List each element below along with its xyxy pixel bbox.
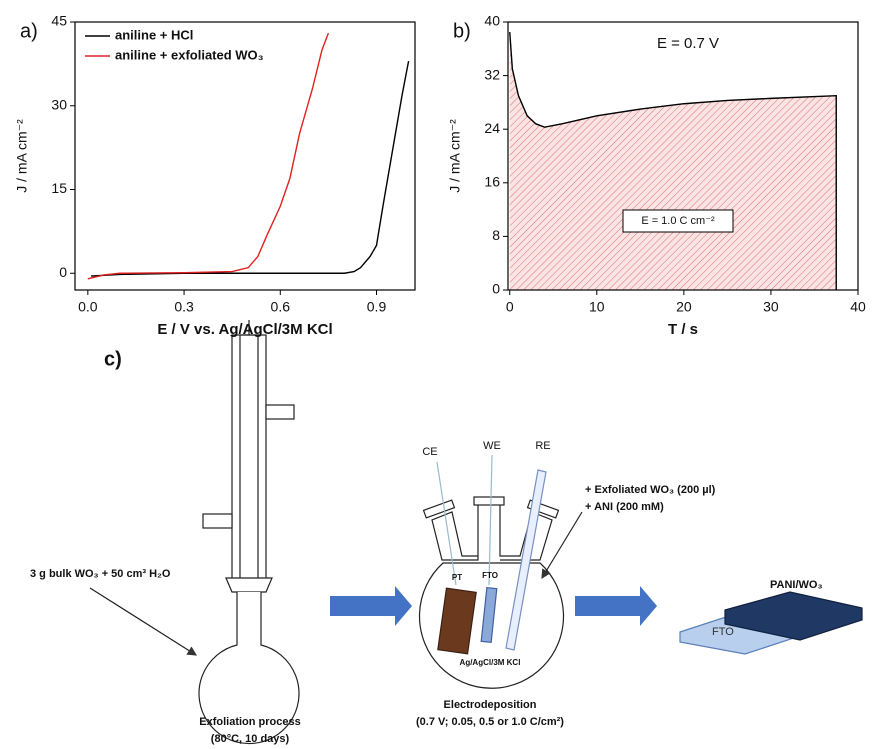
label: PT [452,573,462,582]
chart: a) 0.0 0.3 0.6 0.9 0 15 30 45 E / V vs. Ag/AgCl/3… [14,13,416,338]
panel-label: c) [104,348,122,370]
y-tick-label: 0 [492,281,500,297]
x-tick-label: 0.9 [367,299,387,315]
x-tick-label: 0.0 [78,299,98,315]
line [87,32,330,280]
label: + ANI (200 mM) [585,501,664,513]
label: 3 g bulk WO₃ + 50 cm³ H₂O [30,568,171,580]
label: + Exfoliated WO₃ (200 µl) [585,484,716,496]
label: Electrodeposition [444,699,537,711]
y-tick-label: 40 [484,13,500,29]
y-axis-label: J / mA cm⁻² [14,119,30,193]
label: FTO [712,626,734,638]
x-tick-label: 30 [763,299,779,315]
label: PANI/WO₃ [770,579,823,591]
y-tick-label: 15 [51,180,67,196]
label: FTO [482,571,498,580]
x-tick-label: 0.3 [174,299,194,315]
plot-frame [74,21,416,291]
y-tick-label: 0 [59,264,67,280]
label: (0.7 V; 0.05, 0.5 or 1.0 C/cm²) [416,716,564,728]
label: Ag/AgCl/3M KCl [460,658,521,667]
line [90,60,410,277]
x-tick-label: 0 [506,299,514,315]
x-axis-label: E / V vs. Ag/AgCl/3M KCl [157,321,332,338]
x-tick-label: 10 [589,299,605,315]
y-tick-label: 30 [51,96,67,112]
legend-label: aniline + exfoliated WO₃ [115,47,264,62]
y-tick-label: 45 [51,13,67,29]
y-tick-label: 16 [484,174,500,190]
panel-label: a) [20,20,38,42]
diagram [89,320,863,745]
annotation: E = 1.0 C cm⁻² [641,215,715,227]
y-tick-label: 32 [484,66,500,82]
plot-frame [507,21,859,291]
area [509,32,837,291]
label: WE [483,440,501,452]
line [509,32,837,290]
x-tick-label: 20 [676,299,692,315]
y-axis-label: J / mA cm⁻² [447,119,463,193]
label: (80°C, 10 days) [211,733,290,745]
chart: b) 0 10 20 30 40 0 8 16 24 32 40 T / s J / mA cm⁻² E =… [447,13,866,338]
annotation-box [622,209,734,233]
legend-label: aniline + HCl [115,27,193,42]
x-axis-label: T / s [668,321,698,338]
label: CE [422,446,437,458]
annotation: E = 0.7 V [657,35,719,52]
y-tick-label: 24 [484,120,500,136]
label: RE [535,440,550,452]
panel-label: b) [453,20,471,42]
label: Exfoliation process [199,716,300,728]
diagram-text: c) 3 g bulk WO₃ + 50 cm³ H₂O Exfoliation… [30,348,823,745]
x-tick-label: 0.6 [271,299,291,315]
y-tick-label: 8 [492,227,500,243]
x-tick-label: 40 [850,299,866,315]
